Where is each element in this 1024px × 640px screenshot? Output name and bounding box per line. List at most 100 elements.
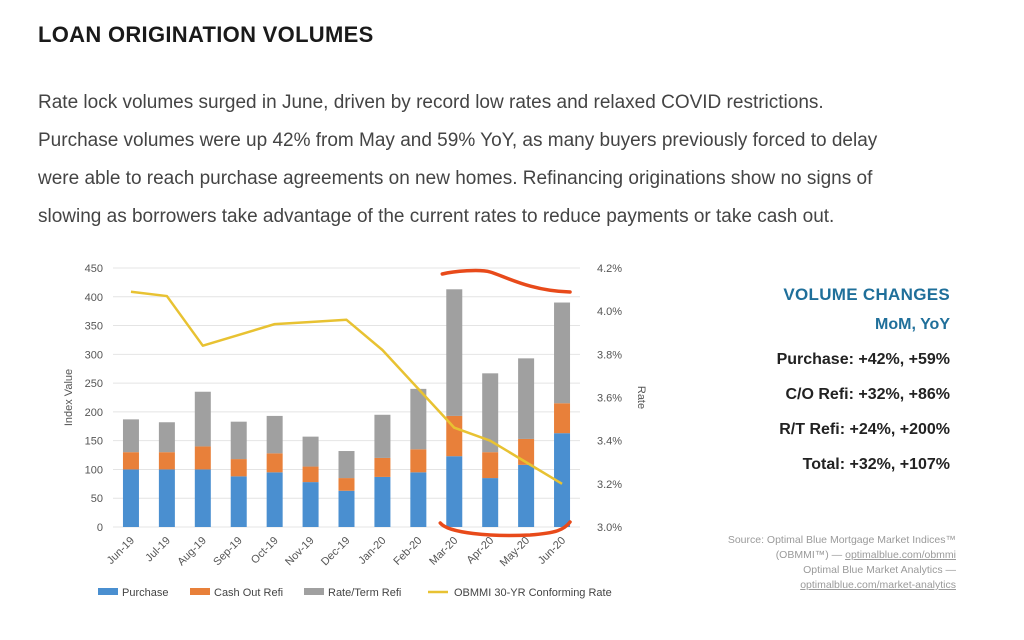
legend-purchase-label: Purchase <box>122 587 168 599</box>
bar-rate-term-refi <box>554 302 571 404</box>
source-line: Source: Optimal Blue Mortgage Market Ind… <box>727 534 956 546</box>
x-tick-label: May-20 <box>498 535 532 569</box>
bar-rate-term-refi <box>374 414 391 458</box>
x-tick-label: Aug-19 <box>175 535 209 569</box>
bar-cash-out-refi <box>482 452 499 479</box>
bar-cash-out-refi <box>122 452 139 470</box>
bar-rate-term-refi <box>158 422 175 453</box>
volume-changes-subheading: MoM, YoY <box>875 316 950 333</box>
legend-rate-term-refi-label: Rate/Term Refi <box>328 587 401 599</box>
y-tick-label: 400 <box>85 292 103 304</box>
bar-rate-term-refi <box>482 373 499 453</box>
market-analytics-link[interactable]: optimalblue.com/market-analytics <box>800 579 956 591</box>
x-tick-label: Oct-19 <box>249 535 281 567</box>
source-line: Optimal Blue Market Analytics — <box>803 564 956 576</box>
bar-cash-out-refi <box>158 452 175 470</box>
bar-cash-out-refi <box>374 457 391 477</box>
bar-rate-term-refi <box>122 419 139 453</box>
y-tick-label: 350 <box>85 321 103 333</box>
bar-purchase <box>338 490 355 527</box>
volume-change-total: Total: +32%, +107% <box>802 456 950 473</box>
bar-cash-out-refi <box>554 403 571 434</box>
bar-cash-out-refi <box>194 446 211 470</box>
volume-change-rt-refi: R/T Refi: +24%, +200% <box>779 421 950 438</box>
y-right-tick-label: 4.2% <box>597 263 622 275</box>
bar-cash-out-refi <box>338 478 355 491</box>
legend-cash-out-refi-swatch <box>190 588 210 595</box>
y-axis-label: Index Value <box>63 369 75 426</box>
source-prefix: (OBMMI™) — <box>775 549 846 561</box>
bar-purchase <box>446 456 463 527</box>
source-line: (OBMMI™) — optimalblue.com/obmmi <box>728 548 956 563</box>
y-tick-label: 450 <box>85 263 103 275</box>
x-tick-label: Jan-20 <box>356 535 388 567</box>
y-tick-label: 250 <box>85 378 103 390</box>
x-tick-label: Jun-19 <box>105 535 137 567</box>
x-tick-label: Dec-19 <box>319 535 353 569</box>
volume-change-purchase: Purchase: +42%, +59% <box>776 351 950 368</box>
x-tick-label: Apr-20 <box>464 535 496 567</box>
volume-changes-panel: VOLUME CHANGES MoM, YoY Purchase: +42%, … <box>777 282 950 482</box>
intro-paragraph: Rate lock volumes surged in June, driven… <box>38 84 998 236</box>
y-tick-label: 100 <box>85 464 103 476</box>
bar-cash-out-refi <box>410 449 427 473</box>
bar-rate-term-refi <box>266 415 283 454</box>
bar-cash-out-refi <box>230 459 247 477</box>
bar-purchase <box>302 482 319 527</box>
x-tick-label: Jun-20 <box>536 535 568 567</box>
intro-line: slowing as borrowers take advantage of t… <box>38 206 835 227</box>
bar-purchase <box>266 472 283 527</box>
intro-line: were able to reach purchase agreements o… <box>38 168 873 189</box>
bar-purchase <box>374 476 391 527</box>
bar-cash-out-refi <box>446 415 463 457</box>
bar-rate-term-refi <box>338 451 355 479</box>
bar-cash-out-refi <box>302 466 319 483</box>
intro-line: Rate lock volumes surged in June, driven… <box>38 92 824 113</box>
bar-rate-term-refi <box>518 358 535 439</box>
y-tick-label: 0 <box>97 522 103 534</box>
bar-purchase <box>122 469 139 527</box>
bar-rate-term-refi <box>446 289 463 416</box>
bar-purchase <box>158 469 175 527</box>
y-right-tick-label: 3.4% <box>597 436 622 448</box>
bar-purchase <box>230 476 247 527</box>
y-right-tick-label: 3.2% <box>597 479 622 491</box>
legend-cash-out-refi-label: Cash Out Refi <box>214 587 283 599</box>
x-tick-label: Jul-19 <box>143 535 173 565</box>
annotation-bottom-stroke <box>438 520 572 538</box>
bar-purchase <box>482 478 499 527</box>
y-right-tick-label: 4.0% <box>597 306 622 318</box>
bar-purchase <box>554 433 571 527</box>
legend-rate-line-label: OBMMI 30-YR Conforming Rate <box>454 587 612 599</box>
bar-rate-term-refi <box>302 436 319 467</box>
y-tick-label: 300 <box>85 349 103 361</box>
source-note: Source: Optimal Blue Mortgage Market Ind… <box>728 533 956 593</box>
y-tick-label: 200 <box>85 407 103 419</box>
x-tick-label: Nov-19 <box>283 535 317 569</box>
bar-cash-out-refi <box>518 438 535 465</box>
bar-purchase <box>410 472 427 527</box>
intro-line: Purchase volumes were up 42% from May an… <box>38 130 878 151</box>
x-tick-label: Mar-20 <box>427 535 460 568</box>
x-tick-label: Feb-20 <box>391 535 424 568</box>
y-right-tick-label: 3.0% <box>597 522 622 534</box>
bar-cash-out-refi <box>266 453 283 473</box>
y-tick-label: 50 <box>91 493 103 505</box>
y-right-tick-label: 3.6% <box>597 393 622 405</box>
volume-change-co-refi: C/O Refi: +32%, +86% <box>785 386 950 403</box>
legend-rate-term-refi-swatch <box>304 588 324 595</box>
annotation-top-stroke <box>440 268 572 294</box>
bar-rate-term-refi <box>194 391 211 447</box>
page-title: LOAN ORIGINATION VOLUMES <box>38 22 374 47</box>
rate-line <box>130 290 563 485</box>
legend-purchase-swatch <box>98 588 118 595</box>
y-right-axis-label: Rate <box>635 386 647 409</box>
obmmi-link[interactable]: optimalblue.com/obmmi <box>845 549 956 561</box>
bar-purchase <box>194 469 211 527</box>
volume-changes-heading: VOLUME CHANGES <box>783 285 950 304</box>
y-tick-label: 150 <box>85 436 103 448</box>
bar-rate-term-refi <box>230 421 247 460</box>
bar-purchase <box>518 464 535 527</box>
bar-rate-term-refi <box>410 388 427 450</box>
